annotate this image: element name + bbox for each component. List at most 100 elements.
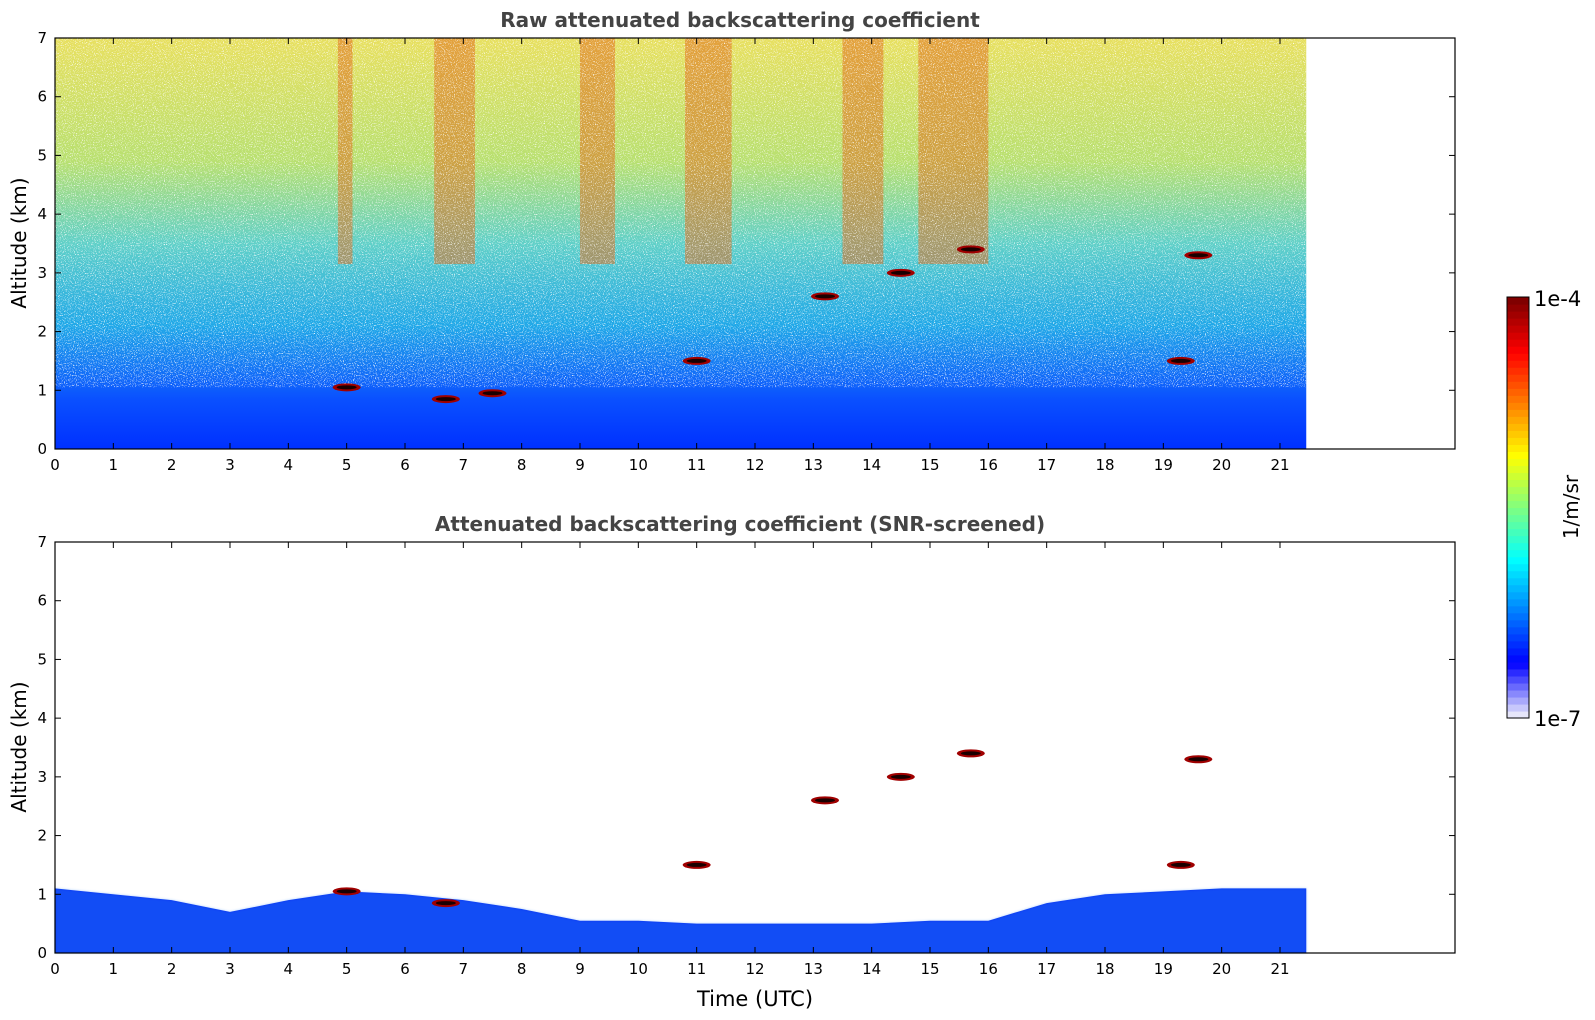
screened-y-tick-label: 2 [37, 827, 47, 845]
colorbar-step [1507, 626, 1529, 635]
screened-y-tick-label: 4 [37, 709, 47, 727]
colorbar-step [1507, 654, 1529, 663]
raw-cloud-core [686, 358, 707, 363]
raw-y-tick-label: 5 [37, 146, 47, 164]
screened-x-tick-label: 9 [575, 960, 585, 978]
raw-backscatter-panel: Raw attenuated backscattering coefficien… [7, 8, 1456, 474]
screened-x-tick-label: 4 [284, 960, 294, 978]
raw-y-tick-label: 2 [37, 323, 47, 341]
colorbar-step [1507, 689, 1529, 698]
screened-x-tick-label: 12 [745, 960, 764, 978]
raw-x-tick-label: 8 [517, 456, 527, 474]
colorbar-step [1507, 584, 1529, 593]
colorbar-max-label: 1e-4 [1534, 287, 1581, 311]
screened-x-tick-label: 17 [1037, 960, 1056, 978]
raw-x-tick-label: 2 [167, 456, 177, 474]
colorbar-step [1507, 346, 1529, 354]
screened-y-tick-label: 0 [37, 944, 47, 962]
colorbar: 1e-4 1e-7 1/m/sr [1506, 287, 1583, 731]
screened-x-tick-label: 5 [342, 960, 352, 978]
raw-x-tick-label: 18 [1095, 456, 1114, 474]
raw-x-tick-label: 10 [629, 456, 648, 474]
screened-x-tick-label: 7 [459, 960, 469, 978]
screened-x-tick-label: 20 [1212, 960, 1231, 978]
screened-cloud-core [1188, 757, 1209, 762]
colorbar-step [1507, 353, 1529, 361]
screened-x-tick-label: 16 [979, 960, 998, 978]
colorbar-step [1507, 339, 1529, 347]
colorbar-step [1507, 367, 1529, 375]
screened-cloud-core [815, 798, 835, 803]
screened-y-tick-label: 7 [37, 533, 47, 551]
raw-x-tick-label: 13 [804, 456, 823, 474]
colorbar-step [1507, 297, 1529, 305]
colorbar-step [1507, 507, 1529, 516]
colorbar-step [1507, 668, 1529, 677]
screened-x-tick-label: 2 [167, 960, 177, 978]
colorbar-step [1507, 500, 1529, 509]
screened-panel-title: Attenuated backscattering coefficient (S… [435, 512, 1045, 536]
raw-x-tick-label: 9 [575, 456, 585, 474]
screened-cloud-core [435, 901, 456, 906]
colorbar-step [1507, 325, 1529, 333]
screened-x-tick-label: 11 [687, 960, 706, 978]
raw-x-tick-label: 4 [284, 456, 294, 474]
raw-y-axis-label: Altitude (km) [7, 177, 31, 308]
colorbar-step [1507, 458, 1529, 466]
screened-x-tick-label: 18 [1095, 960, 1114, 978]
screened-y-ticks: 0 1 2 3 4 5 6 7 [37, 533, 1455, 962]
screened-backscatter-panel: Attenuated backscattering coefficient (S… [7, 512, 1456, 1011]
raw-cloud-core [435, 397, 456, 402]
colorbar-step [1507, 395, 1529, 403]
colorbar-step [1507, 661, 1529, 670]
colorbar-step [1507, 381, 1529, 389]
screened-y-tick-label: 1 [37, 885, 47, 903]
colorbar-step [1507, 612, 1529, 621]
colorbar-unit-label: 1/m/sr [1559, 474, 1583, 539]
raw-cloud-core [890, 270, 911, 275]
colorbar-step [1507, 409, 1529, 417]
colorbar-step [1507, 360, 1529, 368]
raw-y-tick-label: 3 [37, 264, 47, 282]
screened-x-tick-label: 10 [629, 960, 648, 978]
colorbar-step [1507, 472, 1529, 481]
raw-panel-title: Raw attenuated backscattering coefficien… [500, 8, 980, 32]
screened-x-tick-label: 6 [400, 960, 410, 978]
colorbar-step [1507, 591, 1529, 600]
screened-y-tick-label: 3 [37, 768, 47, 786]
raw-cloud-core [960, 247, 981, 252]
raw-cloud-core [336, 385, 357, 390]
colorbar-step [1507, 514, 1529, 523]
colorbar-step [1507, 444, 1529, 452]
raw-x-tick-label: 6 [400, 456, 410, 474]
colorbar-step [1507, 633, 1529, 642]
raw-cloud-core [1188, 253, 1209, 258]
colorbar-step [1507, 465, 1529, 474]
raw-y-tick-label: 7 [37, 29, 47, 47]
raw-y-tick-label: 0 [37, 440, 47, 458]
time-axis-label: Time (UTC) [696, 987, 813, 1011]
raw-heatmap [55, 38, 1307, 449]
colorbar-step [1507, 570, 1529, 579]
colorbar-step [1507, 374, 1529, 382]
colorbar-step [1507, 703, 1529, 712]
raw-y-tick-label: 1 [37, 381, 47, 399]
screened-x-tick-label: 15 [920, 960, 939, 978]
screened-x-tick-label: 3 [225, 960, 235, 978]
raw-x-tick-label: 16 [979, 456, 998, 474]
colorbar-step [1507, 332, 1529, 340]
raw-y-tick-label: 4 [37, 205, 47, 223]
colorbar-step [1507, 318, 1529, 326]
screened-heatmap [55, 749, 1307, 953]
colorbar-step [1507, 619, 1529, 628]
colorbar-frame [1506, 296, 1530, 719]
screened-x-tick-label: 13 [804, 960, 823, 978]
colorbar-step [1507, 416, 1529, 424]
screened-y-tick-label: 5 [37, 650, 47, 668]
colorbar-step [1507, 311, 1529, 319]
colorbar-step [1507, 493, 1529, 502]
raw-x-tick-label: 12 [745, 456, 764, 474]
raw-x-tick-label: 15 [920, 456, 939, 474]
raw-x-ticks: 0 1 2 3 4 5 6 7 8 9 10 11 12 13 14 15 16 17 18 19 20 21 [50, 38, 1290, 474]
